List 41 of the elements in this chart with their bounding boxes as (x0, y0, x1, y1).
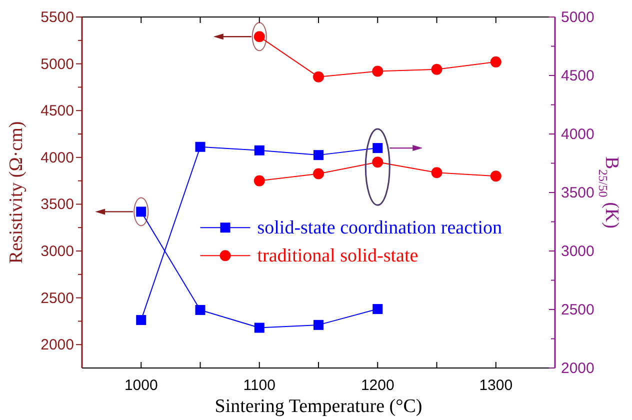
point (372, 304, 383, 314)
point (313, 71, 324, 82)
y-tick-label: 2500 (40, 290, 74, 307)
point (431, 167, 442, 178)
point (313, 168, 324, 180)
point (490, 170, 502, 182)
y2-tick-label: 2500 (561, 302, 594, 318)
point (372, 66, 384, 77)
y2-tick-label: 4500 (561, 68, 594, 84)
point (195, 142, 206, 152)
y2-tick-label: 4000 (561, 126, 594, 143)
y2-tick-label: 2000 (561, 360, 594, 377)
y-tick-label: 3500 (40, 196, 74, 214)
x-tick-label: 1200 (360, 377, 394, 394)
y-axis-title: Resistivity (Ω·cm) (6, 121, 27, 264)
point (254, 145, 264, 156)
point (254, 175, 265, 186)
point (136, 315, 146, 326)
y-tick-label: 5500 (40, 9, 74, 26)
point (254, 322, 264, 333)
y-tick-label: 4500 (40, 102, 74, 120)
point (314, 320, 324, 330)
y-tick-label: 2000 (40, 336, 74, 354)
point (372, 143, 383, 154)
point (490, 56, 502, 68)
point (195, 304, 206, 315)
x-tick-label: 1100 (243, 377, 276, 394)
y-tick-label: 4000 (40, 149, 74, 166)
legend-label: solid-state coordination reaction (257, 218, 503, 239)
x-tick-label: 1000 (124, 377, 158, 394)
y-tick-label: 5000 (40, 56, 74, 73)
y2-tick-label: 5000 (561, 9, 594, 26)
point (314, 150, 324, 160)
y2-tick-label: 3500 (561, 184, 594, 202)
y-tick-label: 3000 (40, 243, 74, 260)
y2-tick-label: 3000 (561, 243, 594, 260)
legend-label: traditional solid-state (257, 246, 418, 267)
x-axis-title: Sintering Temperature (°C) (214, 396, 422, 417)
point (431, 64, 442, 75)
x-tick-label: 1300 (479, 377, 513, 394)
point (372, 156, 384, 168)
